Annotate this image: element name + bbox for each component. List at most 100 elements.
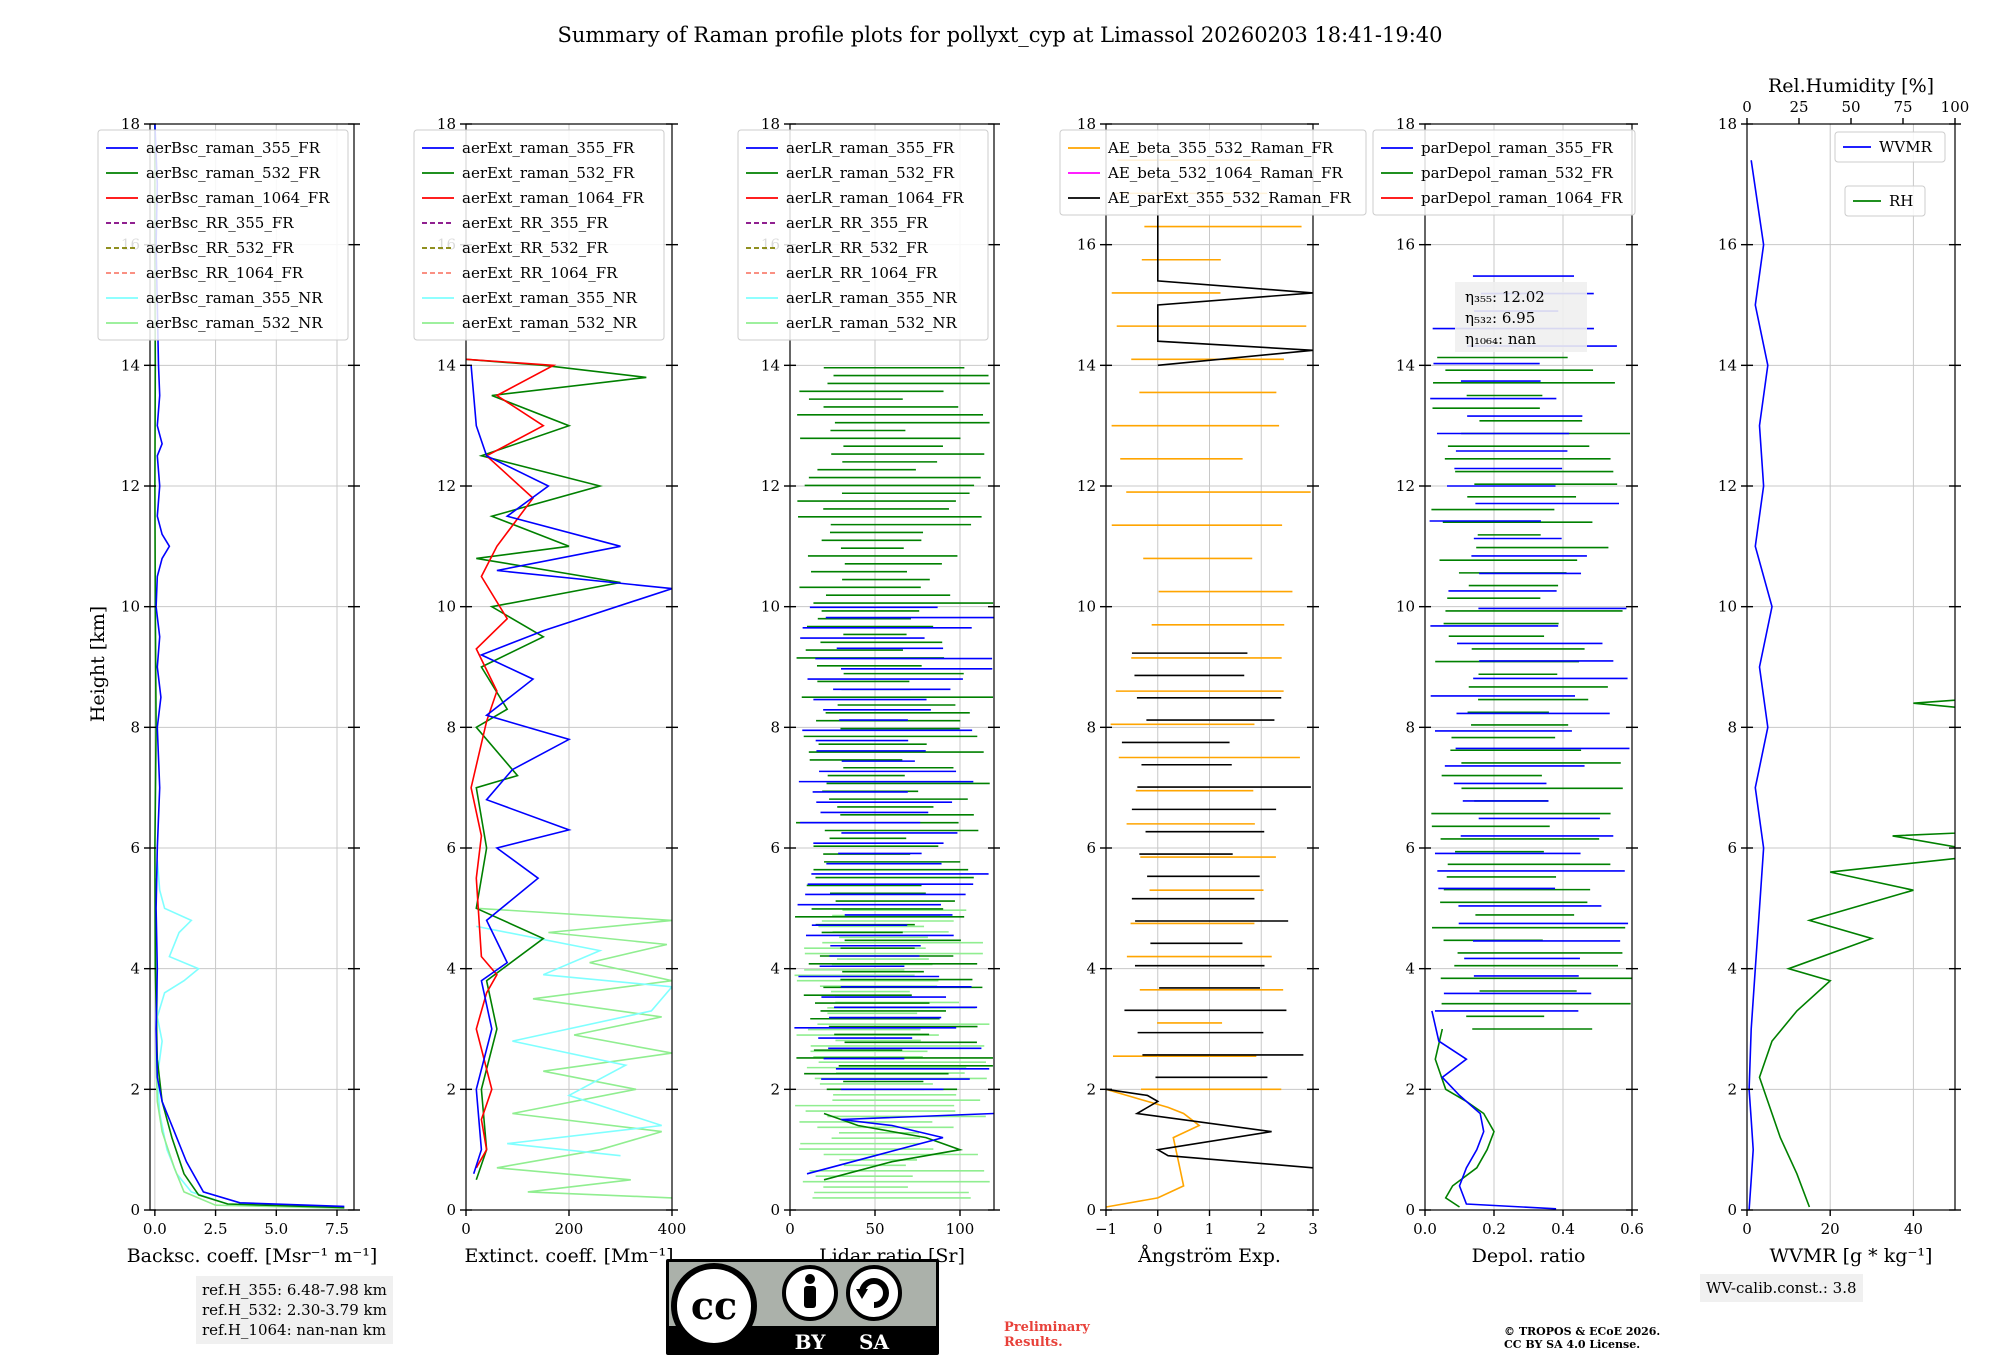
x-tick-label: −1 bbox=[1095, 1220, 1117, 1238]
x-axis-label: Extinct. coeff. [Mm⁻¹] bbox=[464, 1245, 673, 1267]
plot-area-lr bbox=[794, 366, 994, 1199]
x-tick-label: 7.5 bbox=[325, 1220, 349, 1238]
legend-label: aerExt_RR_355_FR bbox=[462, 214, 609, 232]
y-tick-label: 8 bbox=[130, 718, 140, 736]
x-tick-label: 400 bbox=[658, 1220, 687, 1238]
y-tick-label: 2 bbox=[1405, 1080, 1415, 1098]
x-tick-label: 200 bbox=[555, 1220, 584, 1238]
legend-label: RH bbox=[1889, 192, 1913, 210]
legend-label: aerLR_raman_532_NR bbox=[786, 314, 957, 332]
eta-annotation-line: η₅₃₂: 6.95 bbox=[1465, 309, 1535, 327]
y-tick-label: 8 bbox=[1086, 718, 1096, 736]
legend-label: AE_parExt_355_532_Raman_FR bbox=[1107, 189, 1352, 207]
panel-depol: 0 2 4 6 8 10 12 14 16 18 0.0 0.2 0.4 0.6 Depol. ratio p… bbox=[1372, 115, 1644, 1267]
x-tick-label: 2 bbox=[1256, 1220, 1266, 1238]
x-tick-label: 0 bbox=[785, 1220, 795, 1238]
series-aerLR_raman_355_FR bbox=[806, 1112, 994, 1175]
axes-frame bbox=[1746, 123, 1956, 1211]
y-tick-label: 16 bbox=[1718, 236, 1737, 254]
y-tick-label: 6 bbox=[130, 839, 140, 857]
x-tick-label: 0.0 bbox=[1413, 1220, 1437, 1238]
panel-ext: 0246810121416180200400Extinct. coeff. [M… bbox=[413, 115, 687, 1267]
y-tick-label: 18 bbox=[1718, 115, 1737, 133]
cc-logo-icon bbox=[671, 1263, 757, 1349]
y-tick-label: 0 bbox=[1405, 1201, 1415, 1219]
plot-area-wv bbox=[1748, 160, 1955, 1210]
y-tick-label: 8 bbox=[1405, 718, 1415, 736]
legend-label: aerExt_raman_355_FR bbox=[462, 139, 635, 157]
x-tick-label: 0.6 bbox=[1620, 1220, 1644, 1238]
legend-label: aerExt_raman_532_NR bbox=[462, 314, 638, 332]
x-tick-label: 0 bbox=[461, 1220, 471, 1238]
legend-label: aerLR_RR_1064_FR bbox=[786, 264, 938, 282]
x-tick-label: 20 bbox=[1821, 1220, 1840, 1238]
y-tick-label: 10 bbox=[437, 598, 456, 616]
x-axis-label: WVMR [g * kg⁻¹] bbox=[1770, 1245, 1933, 1267]
series-aerBsc_raman_355_NR bbox=[156, 860, 345, 1208]
x-tick-label: 1 bbox=[1205, 1220, 1215, 1238]
wv-calibration-text: WV-calib.const.: 3.8 bbox=[1706, 1279, 1857, 1297]
legend-label: aerExt_raman_532_FR bbox=[462, 164, 635, 182]
series-AE_parExt_355_532_Raman_FR bbox=[1106, 1088, 1313, 1169]
copyright-line-2: CC BY SA 4.0 License. bbox=[1504, 1338, 1641, 1351]
legend-label: aerBsc_raman_532_FR bbox=[146, 164, 321, 182]
legend-label: parDepol_raman_1064_FR bbox=[1421, 189, 1623, 207]
y-tick-label: 18 bbox=[437, 115, 456, 133]
y-tick-label: 0 bbox=[1086, 1201, 1096, 1219]
legend-label: aerExt_RR_1064_FR bbox=[462, 264, 618, 282]
plot-area-ext bbox=[466, 358, 672, 1199]
y-tick-label: 2 bbox=[130, 1080, 140, 1098]
legend-label: aerExt_RR_532_FR bbox=[462, 239, 609, 257]
cc-by-sa-badge: cc BY SA bbox=[666, 1259, 939, 1355]
ref-height-1064: ref.H_1064: nan-nan km bbox=[202, 1321, 387, 1339]
x-tick-label: 100 bbox=[946, 1220, 975, 1238]
axes-frame bbox=[149, 123, 355, 1211]
top-x-tick-label: 25 bbox=[1789, 98, 1808, 116]
x-tick-label: 0 bbox=[1153, 1220, 1163, 1238]
legend-label: AE_beta_532_1064_Raman_FR bbox=[1107, 164, 1343, 182]
y-tick-label: 12 bbox=[1718, 477, 1737, 495]
y-tick-label: 14 bbox=[1077, 356, 1096, 374]
y-tick-label: 16 bbox=[1077, 236, 1096, 254]
series-aerExt_raman_532_FR bbox=[466, 358, 647, 1181]
axes-frame bbox=[1424, 123, 1633, 1211]
legend-box bbox=[413, 129, 665, 341]
series-parDepol_raman_532_FR bbox=[1434, 1028, 1495, 1208]
ref-height-532: ref.H_532: 2.30-3.79 km bbox=[202, 1301, 387, 1319]
y-tick-label: 10 bbox=[1396, 598, 1415, 616]
y-tick-label: 6 bbox=[1405, 839, 1415, 857]
y-tick-label: 10 bbox=[1718, 598, 1737, 616]
y-tick-label: 18 bbox=[121, 115, 140, 133]
y-tick-label: 0 bbox=[770, 1201, 780, 1219]
legend-label: aerBsc_RR_532_FR bbox=[146, 239, 294, 257]
series-aerExt_raman_532_NR bbox=[476, 907, 672, 1199]
x-tick-label: 50 bbox=[865, 1220, 884, 1238]
by-label: BY bbox=[795, 1330, 827, 1354]
panel-wv: 0 2 4 6 8 10 12 14 16 18 0 20 40 WVMR [g * kg⁻¹] 0 25 50… bbox=[1718, 75, 1969, 1267]
series-aerLR_raman_532_FR bbox=[823, 1112, 964, 1181]
series-aerExt_raman_355_NR bbox=[476, 925, 672, 1157]
reference-heights-box: ref.H_355: 6.48-7.98 km ref.H_532: 2.30-… bbox=[196, 1276, 393, 1344]
y-tick-label: 0 bbox=[1727, 1201, 1737, 1219]
eta-annotation-line: η₁₀₆₄: nan bbox=[1465, 330, 1536, 348]
copyright-note: © TROPOS & ECoE 2026. CC BY SA 4.0 Licen… bbox=[1504, 1325, 1724, 1351]
eta-annotation-box bbox=[1455, 282, 1587, 352]
y-tick-label: 14 bbox=[437, 356, 456, 374]
y-tick-label: 12 bbox=[1396, 477, 1415, 495]
x-axis-label: Ångström Exp. bbox=[1137, 1245, 1281, 1267]
legend-label: aerLR_raman_355_FR bbox=[786, 139, 955, 157]
series-WVMR bbox=[1748, 160, 1773, 1210]
x-tick-label: 40 bbox=[1904, 1220, 1923, 1238]
y-tick-label: 4 bbox=[130, 960, 140, 978]
y-tick-label: 8 bbox=[1727, 718, 1737, 736]
preliminary-results-note: Preliminary Results. bbox=[1004, 1320, 1090, 1350]
y-tick-label: 6 bbox=[1727, 839, 1737, 857]
y-tick-label: 14 bbox=[121, 356, 140, 374]
legend-label: aerLR_RR_355_FR bbox=[786, 214, 928, 232]
y-tick-label: 12 bbox=[121, 477, 140, 495]
legend-box bbox=[737, 129, 989, 341]
sa-share-alike-icon bbox=[846, 1265, 902, 1321]
legend-label: aerBsc_RR_355_FR bbox=[146, 214, 294, 232]
legend-box bbox=[1834, 131, 1946, 163]
